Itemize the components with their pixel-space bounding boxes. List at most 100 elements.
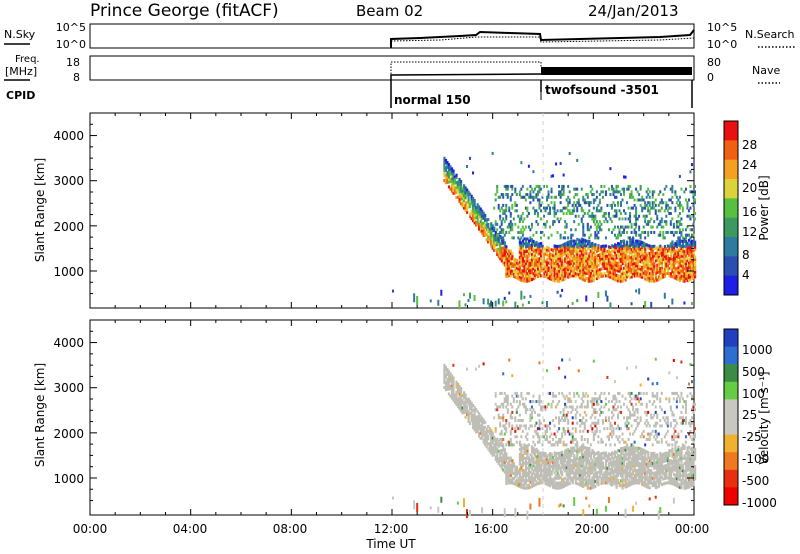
echo-cell <box>591 193 594 197</box>
echo-cell <box>550 405 553 409</box>
echo-cell <box>580 421 583 425</box>
echo-cell <box>503 450 506 454</box>
echo-cell <box>580 277 583 281</box>
echo-cell <box>538 402 541 406</box>
echo-cell <box>623 453 626 457</box>
echo-cell <box>665 252 668 256</box>
echo-cell <box>647 268 650 272</box>
echo-cell <box>556 272 559 276</box>
echo-cell <box>565 198 568 202</box>
echo-cell <box>558 193 561 197</box>
echo-cell <box>639 260 642 264</box>
echo-cell <box>659 277 662 281</box>
echo-cell <box>609 275 612 279</box>
echo-cell <box>485 437 488 441</box>
echo-cell <box>647 258 650 262</box>
echo-cell <box>642 481 645 485</box>
echo-cell <box>653 476 656 480</box>
echo-cell <box>538 451 541 455</box>
echo-cell <box>505 464 508 468</box>
echo-cell <box>465 410 469 414</box>
echo-cell <box>678 241 682 245</box>
echo-cell <box>509 458 512 462</box>
echo-cell <box>632 464 635 468</box>
echo-cell <box>556 244 559 248</box>
echo-cell <box>487 298 490 305</box>
echo-cell <box>681 242 685 246</box>
echo-cell <box>514 435 517 439</box>
echo-cell <box>523 242 526 246</box>
echo-cell <box>473 208 476 212</box>
echo-cell <box>694 190 696 194</box>
echo-cell <box>487 237 490 241</box>
echo-cell <box>651 471 654 475</box>
echo-cell <box>476 203 479 207</box>
echo-cell <box>580 454 583 458</box>
echo-cell <box>609 270 612 274</box>
echo-cell <box>539 451 543 455</box>
echo-cell <box>580 209 583 213</box>
echo-cell <box>606 476 609 480</box>
echo-cell <box>621 277 624 281</box>
echo-cell <box>583 458 586 462</box>
echo-cell <box>456 405 460 409</box>
echo-cell <box>580 242 583 246</box>
echo-cell <box>595 456 599 460</box>
echo-cell <box>482 298 485 305</box>
echo-cell <box>592 251 596 255</box>
echo-cell <box>626 257 629 261</box>
echo-cell <box>465 367 468 371</box>
echo-cell <box>656 258 659 262</box>
echo-cell <box>613 443 616 447</box>
echo-cell <box>576 467 579 471</box>
echo-cell <box>552 222 555 226</box>
echo-cell <box>606 474 609 478</box>
echo-cell <box>624 485 627 489</box>
echo-cell <box>630 225 633 229</box>
echo-cell <box>645 465 648 469</box>
echo-cell <box>549 206 552 210</box>
echo-cell <box>571 463 574 467</box>
echo-cell <box>597 478 600 482</box>
echo-cell <box>653 456 656 460</box>
echo-cell <box>499 432 502 436</box>
echo-cell <box>535 273 538 277</box>
echo-cell <box>573 209 576 213</box>
echo-cell <box>520 465 523 469</box>
echo-cell <box>591 274 594 278</box>
echo-cell <box>571 269 574 273</box>
echo-cell <box>674 261 677 265</box>
echo-cell <box>444 178 448 182</box>
echo-cell <box>503 391 506 395</box>
echo-cell <box>505 467 508 471</box>
echo-cell <box>629 455 632 459</box>
echo-cell <box>505 469 508 473</box>
echo-cell <box>505 275 508 279</box>
echo-cell <box>568 242 571 246</box>
echo-cell <box>601 214 604 218</box>
echo-cell <box>518 250 522 254</box>
echo-cell <box>550 465 553 469</box>
echo-cell <box>659 209 662 213</box>
echo-cell <box>635 251 638 255</box>
echo-cell <box>530 424 533 428</box>
echo-cell <box>465 412 469 416</box>
echo-cell <box>446 387 449 391</box>
echo-cell <box>594 469 597 473</box>
echo-cell <box>571 476 574 480</box>
echo-cell <box>530 413 533 417</box>
echo-cell <box>603 254 606 258</box>
echo-cell <box>620 247 623 251</box>
echo-cell <box>653 413 656 417</box>
echo-cell <box>444 166 448 170</box>
echo-cell <box>583 427 586 431</box>
echo-cell <box>660 261 663 265</box>
echo-cell <box>526 257 529 261</box>
echo-cell <box>535 258 538 262</box>
echo-cell <box>689 206 692 210</box>
echo-cell <box>517 471 520 475</box>
echo-cell <box>675 257 679 261</box>
echo-cell <box>582 230 585 234</box>
echo-cell <box>536 272 540 276</box>
echo-cell <box>556 440 559 444</box>
